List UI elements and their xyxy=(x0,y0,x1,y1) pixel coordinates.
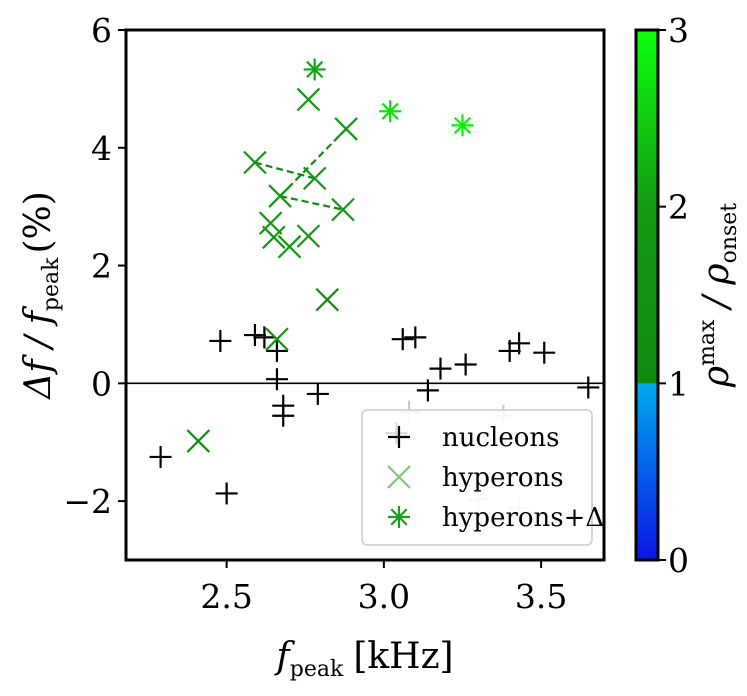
data-point-nucleon xyxy=(404,326,427,349)
data-point-nucleon xyxy=(306,382,329,405)
y-tick-label: 4 xyxy=(91,129,112,168)
data-point-hyperon xyxy=(262,225,286,250)
data-point-nucleon xyxy=(209,329,232,352)
data-point-hyperon xyxy=(334,117,358,141)
data-point-hyperon xyxy=(331,197,355,222)
marker-diag2 xyxy=(277,234,302,259)
legend-marker-x xyxy=(387,465,411,489)
colorbar-tick-label: 2 xyxy=(668,188,689,227)
data-point-hyperon xyxy=(265,327,289,351)
colorbar-label-sup: max xyxy=(695,319,720,366)
data-point-nucleon xyxy=(265,368,288,391)
marker-spoke xyxy=(390,508,408,526)
marker-diag2 xyxy=(296,87,321,112)
data-point-nucleon xyxy=(429,357,452,380)
y-label-post: (%) xyxy=(18,191,59,253)
data-point-hyperon xyxy=(258,211,283,235)
data-point-nucleon xyxy=(454,353,477,376)
data-point-hyperon xyxy=(268,184,292,208)
marker-diag2 xyxy=(331,197,355,222)
marker-diag2 xyxy=(302,166,327,191)
marker-spoke xyxy=(306,60,324,79)
data-point-hyperon-delta xyxy=(303,58,326,81)
marker-diag2 xyxy=(186,429,211,453)
marker-diag2 xyxy=(262,225,286,250)
marker-spoke xyxy=(381,102,399,120)
colorbar-label-sub: onset xyxy=(717,203,742,264)
colorbar-label: ρmax / ρonset xyxy=(695,203,742,388)
y-tick-label: 2 xyxy=(91,247,112,286)
data-point-nucleon xyxy=(243,324,266,347)
data-point-nucleon xyxy=(149,445,172,468)
x-tick-label: 3.0 xyxy=(358,577,410,616)
y-label-sub: peak xyxy=(39,257,64,311)
legend: nucleons hyperons hyperons+Δ xyxy=(361,409,604,546)
legend-label: hyperons xyxy=(442,463,564,493)
y-tick-label: −2 xyxy=(63,482,112,521)
colorbar-tick-label: 1 xyxy=(668,364,689,403)
legend-box xyxy=(361,409,593,546)
x-axis-label: fpeak [kHz] xyxy=(273,636,453,682)
data-point-hyperon xyxy=(186,429,211,453)
y-label-pre: Δf / f xyxy=(18,305,59,400)
x-tick-label: 2.5 xyxy=(200,577,252,616)
legend-label: hyperons+Δ xyxy=(442,503,604,533)
data-point-hyperon xyxy=(302,166,327,191)
data-point-nucleon xyxy=(272,404,295,427)
data-point-nucleon xyxy=(508,332,531,355)
marker-diag2 xyxy=(296,224,321,248)
marker-diag2 xyxy=(268,184,292,208)
marker-diag2 xyxy=(315,287,340,312)
colorbar xyxy=(636,30,658,560)
colorbar-frame xyxy=(634,28,660,562)
data-point-hyperon-delta xyxy=(451,114,474,137)
x-label-unit: [kHz] xyxy=(353,636,453,677)
y-tick-label: 6 xyxy=(91,11,112,50)
data-point-nucleon xyxy=(265,339,288,362)
colorbar-tick-label: 0 xyxy=(668,541,689,580)
data-point-nucleon xyxy=(215,482,238,505)
marker-diag2 xyxy=(334,117,358,141)
marker-diag2 xyxy=(387,465,411,489)
data-point-nucleon xyxy=(577,376,600,399)
data-point-nucleon xyxy=(533,341,556,364)
marker-diag2 xyxy=(243,150,267,175)
y-axis-label: Δf / fpeak (%) xyxy=(18,191,64,401)
data-point-nucleon xyxy=(391,328,414,351)
y-tick-label: 0 xyxy=(91,364,112,403)
plot-frame xyxy=(124,28,606,562)
marker-diag2 xyxy=(258,211,283,235)
colorbar-label-mid: / ρ xyxy=(696,263,737,319)
dashed-connection-line xyxy=(279,194,344,211)
data-point-nucleon xyxy=(253,326,276,349)
data-point-hyperon xyxy=(296,224,321,248)
legend-marker-star xyxy=(388,506,410,528)
data-point-hyperon xyxy=(277,234,302,259)
data-point-hyperon xyxy=(243,150,267,175)
marker-diag2 xyxy=(265,327,289,351)
data-point-hyperon xyxy=(315,287,340,312)
colorbar-label-base: ρ xyxy=(696,366,737,388)
x-tick-label: 3.5 xyxy=(515,577,567,616)
marker-spoke xyxy=(453,116,472,134)
legend-label: nucleons xyxy=(442,423,560,453)
colorbar-tick-label: 3 xyxy=(668,11,689,50)
x-label-sub: peak xyxy=(290,657,344,682)
data-point-nucleon xyxy=(416,379,439,402)
dashed-connection-line xyxy=(279,128,347,197)
data-point-hyperon xyxy=(296,87,321,112)
data-point-hyperon-delta xyxy=(379,100,402,123)
legend-marker-plus xyxy=(388,426,410,448)
